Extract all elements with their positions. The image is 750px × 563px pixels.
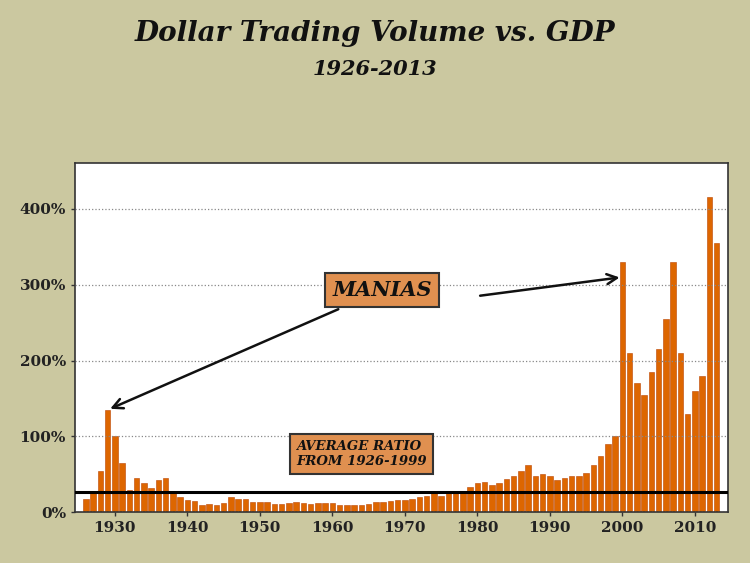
Bar [526,465,531,512]
Bar [489,485,494,512]
Bar [446,493,451,512]
Bar [620,262,625,512]
Bar [482,482,488,512]
Text: 1926-2013: 1926-2013 [313,59,437,79]
Bar [83,499,88,512]
Bar [453,493,458,512]
Bar [272,504,277,512]
Bar [221,503,226,512]
Bar [511,476,516,512]
Bar [91,493,96,512]
Bar [395,500,400,512]
Bar [402,500,407,512]
Bar [584,473,589,512]
Bar [358,505,364,512]
Bar [649,372,654,512]
Bar [98,471,103,512]
Bar [410,499,415,512]
Bar [504,479,509,512]
Bar [170,493,176,512]
Bar [591,465,596,512]
Bar [569,476,574,512]
Bar [236,499,241,512]
Bar [308,504,314,512]
Text: MANIAS: MANIAS [112,280,432,408]
Bar [178,497,183,512]
Bar [105,410,110,512]
Bar [206,504,212,512]
Bar [685,414,690,512]
Bar [388,501,393,512]
Bar [344,505,350,512]
Bar [366,504,371,512]
Bar [431,493,436,512]
Bar [330,503,335,512]
Bar [163,478,168,512]
Bar [141,484,146,512]
Bar [228,497,233,512]
Bar [670,262,676,512]
Bar [200,505,205,512]
Bar [532,476,538,512]
Bar [127,490,132,512]
Bar [692,391,698,512]
Bar [315,503,320,512]
Bar [184,500,190,512]
Bar [286,503,292,512]
Bar [678,353,683,512]
Bar [554,480,560,512]
Bar [460,491,466,512]
Bar [641,395,646,512]
Bar [301,503,306,512]
Bar [380,502,386,512]
Bar [714,243,719,512]
Bar [700,376,705,512]
Bar [548,476,553,512]
Bar [439,495,444,512]
Bar [627,353,632,512]
Bar [576,476,581,512]
Text: Dollar Trading Volume vs. GDP: Dollar Trading Volume vs. GDP [135,20,615,47]
Bar [352,505,357,512]
Bar [518,471,524,512]
Bar [119,463,124,512]
Bar [598,456,603,512]
Bar [634,383,640,512]
Bar [656,349,662,512]
Bar [613,436,618,512]
Text: AVERAGE RATIO
FROM 1926-1999: AVERAGE RATIO FROM 1926-1999 [296,440,427,468]
Bar [337,505,342,512]
Bar [417,497,422,512]
Bar [496,484,502,512]
Bar [475,484,480,512]
Bar [663,319,668,512]
Bar [605,444,610,512]
Bar [540,475,545,512]
Bar [156,480,161,512]
Bar [214,505,219,512]
Bar [374,502,379,512]
Bar [279,504,284,512]
Bar [265,502,270,512]
Bar [257,502,262,512]
Bar [134,478,140,512]
Bar [112,436,118,512]
Bar [243,499,248,512]
Bar [706,198,712,512]
Bar [192,501,197,512]
Bar [322,503,328,512]
Bar [424,495,429,512]
Bar [467,486,472,512]
Bar [562,478,567,512]
Bar [250,502,255,512]
Bar [293,502,298,512]
Bar [148,488,154,512]
